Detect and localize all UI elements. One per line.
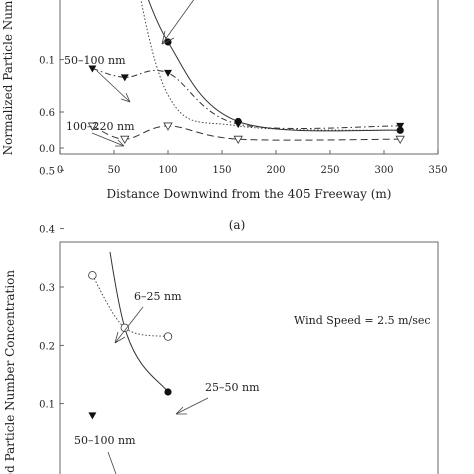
panel-b-arrows [107, 306, 209, 474]
panel-a-series-2-point [164, 69, 172, 77]
panel-b-y-tick-label: 0.1 [39, 400, 55, 411]
panel-a-series-3-point [395, 135, 405, 144]
panel-b-arrow-6-25 [114, 306, 144, 344]
panel-a-x-axis-label: Distance Downwind from the 405 Freeway (… [107, 187, 392, 201]
panel-b: 0.6 0.5 0.4 0.3 0.2 0.1 ized Particle Number … [3, 108, 439, 474]
panel-b-y-tick-label: 0.2 [39, 341, 55, 352]
panel-a-series-3-point [120, 135, 130, 144]
panel-b-label-6-25: 6–25 nm [134, 290, 182, 303]
panel-a-y-axis-label: Normalized Particle Num [1, 0, 15, 155]
panel-b-arrow-25-50 [175, 397, 209, 415]
panel-a-arrow-top [161, 0, 195, 45]
panel-b-annotation: Wind Speed = 2.5 m/sec [294, 314, 431, 327]
panel-b-frame [59, 241, 439, 474]
panel-a-y-ticks: 0.00.10.20.3 [39, 56, 64, 155]
panel-b-label-25-50: 25–50 nm [205, 381, 260, 394]
panel-b-series-1-point [163, 332, 173, 341]
panel-a-y-tick-label: 0.0 [39, 144, 55, 155]
panel-b-y-axis-label: ized Particle Number Concentration [3, 270, 17, 474]
panel-a-x-tick-label: 350 [428, 165, 447, 176]
panel-b-series-1-point [120, 323, 129, 333]
panel-a-arrow-50-100 [96, 70, 131, 103]
panel-b-series-0-point [164, 388, 172, 396]
panel-a-frame [59, 0, 439, 155]
panel-b-series-1-line [92, 275, 169, 338]
panel-a-series-2-point [234, 121, 243, 129]
panel-a-arrow-100-220 [91, 132, 125, 147]
panel-a-series-2-point [88, 65, 97, 73]
panel-b-series-0-line [109, 252, 169, 393]
panel-a-x-tick-label: 250 [320, 165, 339, 176]
panel-b-label-50-100: 50–100 nm [74, 434, 136, 447]
panel-a-arrow-top-head [161, 30, 175, 45]
panel-a-series-0-point [396, 126, 404, 134]
panel-a-series-2-point [120, 74, 129, 82]
panel-a-series-3-point [233, 135, 243, 144]
panel-b-y-tick-label: 0.6 [39, 108, 55, 119]
panel-a-x-tick-label: 100 [158, 165, 177, 176]
panel-b-arrow-25-50-head [175, 406, 187, 415]
panel-a-label: (a) [229, 218, 246, 232]
panel-b-y-ticks: 0.6 0.5 0.4 0.3 0.2 0.1 [39, 108, 64, 411]
panel-a-x-tick-label: 50 [108, 165, 121, 176]
panel-a-x-tick-label: 200 [266, 165, 285, 176]
panel-a-label-100-220: 100–220 nm [66, 120, 135, 133]
panel-b-y-tick-label: 0.4 [39, 225, 55, 236]
panel-b-arrow-50-100 [107, 451, 117, 474]
panel-a-x-ticks: 0 50 100 150 200 250 300 350 [57, 150, 448, 176]
panel-b-y-tick-label: 0.5 [39, 166, 55, 177]
panel-a-series-2-line [92, 68, 401, 130]
panel-a-arrow-100-220-head [115, 139, 125, 147]
panel-a-x-tick-label: 300 [374, 165, 393, 176]
panel-b-series-2-point [88, 412, 97, 420]
panel-a-series-0-line [147, 0, 401, 132]
panel-b-y-tick-label: 0.3 [39, 283, 55, 294]
panel-a-series-1-line [140, 0, 401, 131]
panel-a-series-3-line [92, 125, 401, 141]
panel-b-series-1-point [88, 271, 97, 280]
panel-a-y-tick-label: 0.1 [39, 56, 55, 67]
panel-b-series [88, 252, 173, 420]
panel-a-label-50-100: 50–100 nm [64, 54, 126, 67]
panel-a-arrows [91, 0, 195, 147]
panel-a-arrow-50-100-head [120, 92, 131, 103]
panel-a-series [87, 0, 405, 144]
panel-b-arrow-6-25-head [114, 331, 126, 344]
panel-a-series-3-point [87, 122, 98, 131]
panel-a-series-3-point [163, 122, 173, 131]
panel-a-series-2-point [396, 122, 405, 130]
panel-a-x-tick-label: 150 [212, 165, 231, 176]
